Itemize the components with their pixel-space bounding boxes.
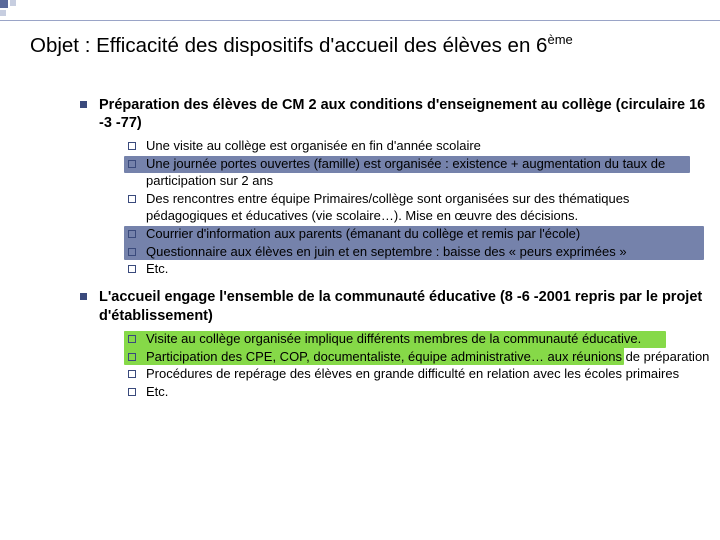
content-area: Préparation des élèves de CM 2 aux condi…	[30, 96, 710, 411]
slide-title: Objet : Efficacité des dispositifs d'acc…	[30, 32, 700, 58]
list-item: Procédures de repérage des élèves en gra…	[128, 366, 710, 383]
list-item: Visite au collège organisée implique dif…	[128, 331, 710, 348]
section-heading-text: L'accueil engage l'ensemble de la commun…	[99, 288, 710, 324]
corner-decoration	[0, 0, 22, 22]
list-item: Etc.	[128, 261, 710, 278]
list-item-text: Questionnaire aux élèves en juin et en s…	[146, 244, 710, 261]
list-item-text: Etc.	[146, 261, 710, 278]
list-item: Etc.	[128, 384, 710, 401]
list-item-text: Visite au collège organisée implique dif…	[146, 331, 710, 348]
list-item: Des rencontres entre équipe Primaires/co…	[128, 191, 710, 225]
square-bullet-icon	[80, 101, 87, 108]
section-heading-text: Préparation des élèves de CM 2 aux condi…	[99, 96, 710, 132]
hollow-square-bullet-icon	[128, 388, 136, 396]
list-item-text: Procédures de repérage des élèves en gra…	[146, 366, 710, 383]
hollow-square-bullet-icon	[128, 142, 136, 150]
section-heading: L'accueil engage l'ensemble de la commun…	[80, 288, 710, 324]
list-item-text: Des rencontres entre équipe Primaires/co…	[146, 191, 710, 225]
list-item: Questionnaire aux élèves en juin et en s…	[128, 244, 710, 261]
hollow-square-bullet-icon	[128, 265, 136, 273]
list-item: Participation des CPE, COP, documentalis…	[128, 349, 710, 366]
list-item-text: Une visite au collège est organisée en f…	[146, 138, 710, 155]
hollow-square-bullet-icon	[128, 195, 136, 203]
section-heading: Préparation des élèves de CM 2 aux condi…	[80, 96, 710, 132]
title-superscript: ème	[547, 32, 572, 47]
hollow-square-bullet-icon	[128, 230, 136, 238]
list-item-text: Etc.	[146, 384, 710, 401]
list-item: Courrier d'information aux parents (éman…	[128, 226, 710, 243]
list-item-text: Participation des CPE, COP, documentalis…	[146, 349, 710, 366]
sub-list: Une visite au collège est organisée en f…	[128, 138, 710, 278]
sub-list: Visite au collège organisée implique dif…	[128, 331, 710, 402]
hollow-square-bullet-icon	[128, 335, 136, 343]
hollow-square-bullet-icon	[128, 370, 136, 378]
top-divider	[0, 20, 720, 21]
list-item: Une visite au collège est organisée en f…	[128, 138, 710, 155]
square-bullet-icon	[80, 293, 87, 300]
list-item-text: Courrier d'information aux parents (éman…	[146, 226, 710, 243]
list-item-text: Une journée portes ouvertes (famille) es…	[146, 156, 710, 190]
hollow-square-bullet-icon	[128, 353, 136, 361]
hollow-square-bullet-icon	[128, 248, 136, 256]
title-text: Objet : Efficacité des dispositifs d'acc…	[30, 34, 547, 57]
hollow-square-bullet-icon	[128, 160, 136, 168]
list-item: Une journée portes ouvertes (famille) es…	[128, 156, 710, 190]
